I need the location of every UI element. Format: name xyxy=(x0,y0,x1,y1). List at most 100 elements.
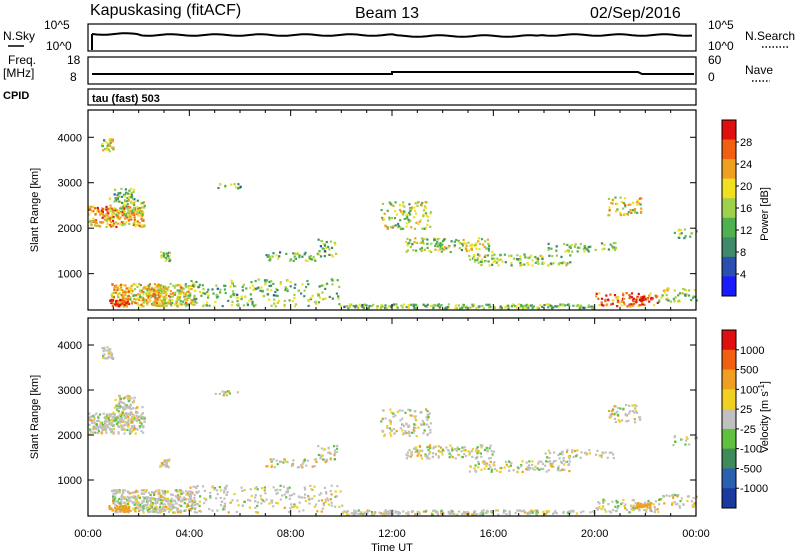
scatter-point xyxy=(467,249,470,252)
scatter-point xyxy=(426,418,429,421)
scatter-point xyxy=(331,297,334,300)
scatter-point xyxy=(154,508,157,511)
scatter-point xyxy=(451,510,454,513)
scatter-point xyxy=(103,428,106,431)
velocity-colorbar-label: Velocity [m s-1] xyxy=(757,381,772,453)
scatter-point xyxy=(631,404,634,407)
scatter-point xyxy=(405,240,408,243)
scatter-point xyxy=(301,463,304,466)
scatter-point xyxy=(188,508,191,511)
scatter-point xyxy=(127,423,130,426)
scatter-point xyxy=(127,291,130,294)
scatter-point xyxy=(617,505,620,508)
scatter-point xyxy=(120,417,124,420)
scatter-point xyxy=(336,485,339,488)
scatter-point xyxy=(163,298,166,301)
scatter-point xyxy=(422,242,425,245)
scatter-point xyxy=(445,446,448,449)
scatter-point xyxy=(102,412,105,415)
scatter-point xyxy=(641,295,644,299)
scatter-point xyxy=(477,451,481,454)
scatter-point xyxy=(574,243,577,246)
scatter-point xyxy=(164,490,167,493)
scatter-point xyxy=(425,416,428,419)
scatter-point xyxy=(111,299,115,302)
scatter-point xyxy=(405,225,408,228)
scatter-point xyxy=(254,500,257,503)
scatter-point xyxy=(433,304,436,307)
scatter-point xyxy=(165,462,168,465)
scatter-point xyxy=(116,194,119,197)
scatter-point xyxy=(615,499,618,502)
scatter-point xyxy=(386,226,389,229)
scatter-point xyxy=(97,419,100,422)
scatter-point xyxy=(620,502,623,506)
scatter-point xyxy=(145,299,148,302)
scatter-point xyxy=(254,506,257,509)
scatter-point xyxy=(271,459,274,462)
scatter-point xyxy=(404,411,407,414)
scatter-point xyxy=(440,512,443,515)
scatter-point xyxy=(472,257,476,260)
scatter-point xyxy=(148,292,151,295)
scatter-point xyxy=(563,463,566,466)
scatter-point xyxy=(317,499,321,502)
scatter-point xyxy=(196,491,199,494)
scatter-point xyxy=(175,496,178,499)
scatter-point xyxy=(154,304,157,307)
scatter-point xyxy=(560,468,564,471)
scatter-point xyxy=(402,213,405,216)
scatter-point xyxy=(159,503,162,506)
scatter-point xyxy=(138,509,142,512)
scatter-point xyxy=(133,426,136,429)
scatter-point xyxy=(187,290,190,293)
scatter-point xyxy=(89,419,92,422)
scatter-point xyxy=(209,496,212,499)
scatter-point xyxy=(93,418,96,421)
scatter-point xyxy=(136,211,139,215)
scatter-point xyxy=(291,464,294,467)
scatter-point xyxy=(122,428,125,431)
scatter-point xyxy=(598,304,601,307)
scatter-point xyxy=(97,428,100,431)
scatter-point xyxy=(259,494,262,497)
scatter-point xyxy=(462,449,466,452)
scatter-point xyxy=(570,509,573,512)
scatter-point xyxy=(118,491,121,494)
scatter-point xyxy=(401,306,404,309)
scatter-point xyxy=(176,305,179,308)
scatter-point xyxy=(568,460,571,463)
scatter-point xyxy=(429,212,432,215)
scatter-point xyxy=(334,243,337,246)
scatter-point xyxy=(549,460,552,463)
scatter-point xyxy=(545,511,548,515)
scatter-point xyxy=(99,426,102,429)
scatter-point xyxy=(218,392,221,395)
scatter-point xyxy=(123,509,126,513)
scatter-point xyxy=(678,504,681,508)
scatter-point xyxy=(291,299,295,303)
scatter-point xyxy=(111,509,114,512)
scatter-point xyxy=(422,209,426,212)
scatter-point xyxy=(579,456,582,459)
scatter-point xyxy=(409,219,412,222)
scatter-point xyxy=(146,509,149,512)
scatter-point xyxy=(133,288,137,291)
scatter-point xyxy=(393,217,397,220)
velocity-scatter-points xyxy=(88,346,698,516)
scatter-point xyxy=(108,210,111,213)
scatter-point xyxy=(411,510,415,513)
scatter-point xyxy=(480,260,483,264)
scatter-point xyxy=(292,252,295,255)
scatter-point xyxy=(112,492,115,495)
scatter-point xyxy=(594,248,597,251)
scatter-point xyxy=(101,428,104,431)
scatter-point xyxy=(476,259,479,262)
scatter-point xyxy=(602,498,605,501)
scatter-point xyxy=(637,505,640,508)
scatter-point xyxy=(270,255,273,258)
scatter-point xyxy=(264,283,267,286)
scatter-point xyxy=(129,403,132,406)
scatter-point xyxy=(132,495,135,498)
scatter-point xyxy=(436,245,439,248)
